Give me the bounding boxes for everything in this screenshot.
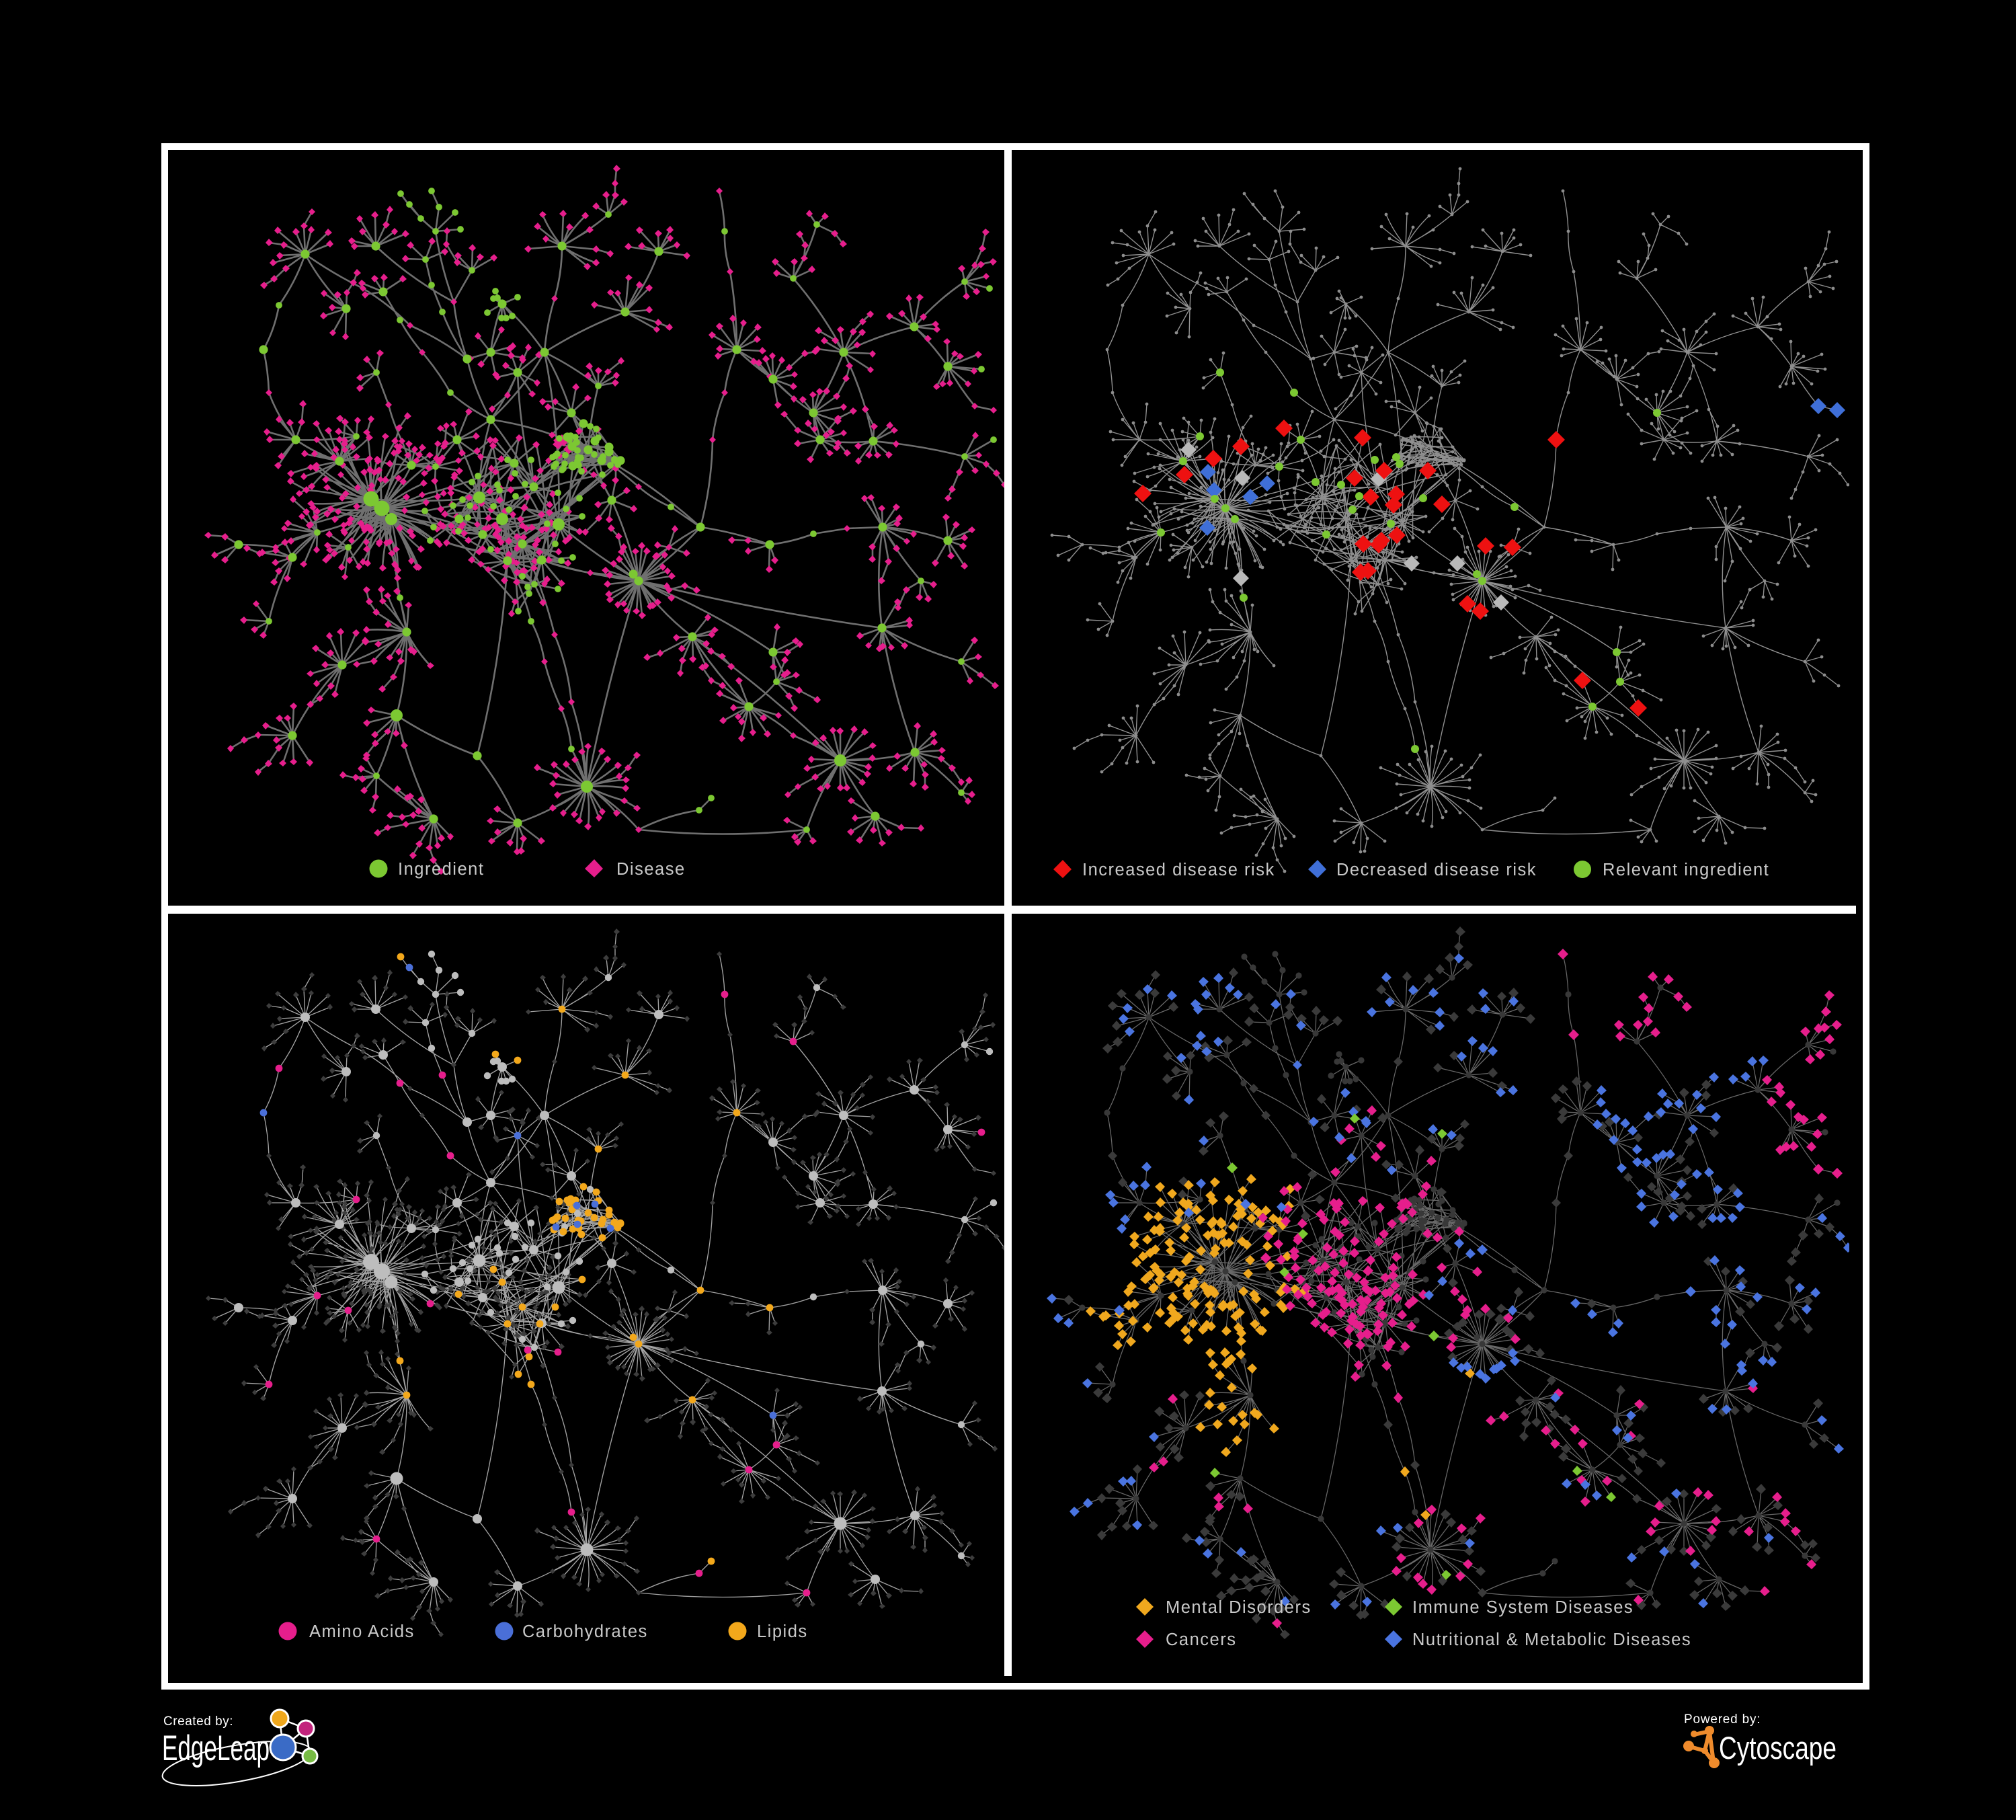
svg-text:Mental Disorders: Mental Disorders — [1166, 1598, 1312, 1617]
svg-text:Cancers: Cancers — [1166, 1630, 1236, 1649]
svg-text:Created by:: Created by: — [163, 1714, 233, 1729]
svg-text:Nutritional & Metabolic Diseas: Nutritional & Metabolic Diseases — [1412, 1630, 1691, 1649]
svg-text:Powered by:: Powered by: — [1684, 1712, 1761, 1727]
svg-text:Decreased disease risk: Decreased disease risk — [1336, 861, 1537, 879]
svg-text:Increased disease risk: Increased disease risk — [1082, 861, 1275, 879]
svg-text:Amino Acids: Amino Acids — [309, 1622, 415, 1641]
svg-text:Immune System Diseases: Immune System Diseases — [1412, 1598, 1634, 1617]
svg-text:Lipids: Lipids — [757, 1622, 808, 1641]
svg-text:Relevant ingredient: Relevant ingredient — [1603, 861, 1769, 879]
svg-text:Disease: Disease — [616, 860, 686, 879]
svg-text:Ingredient: Ingredient — [398, 860, 484, 879]
svg-text:Carbohydrates: Carbohydrates — [522, 1622, 648, 1641]
svg-text:Cytoscape: Cytoscape — [1719, 1730, 1837, 1766]
